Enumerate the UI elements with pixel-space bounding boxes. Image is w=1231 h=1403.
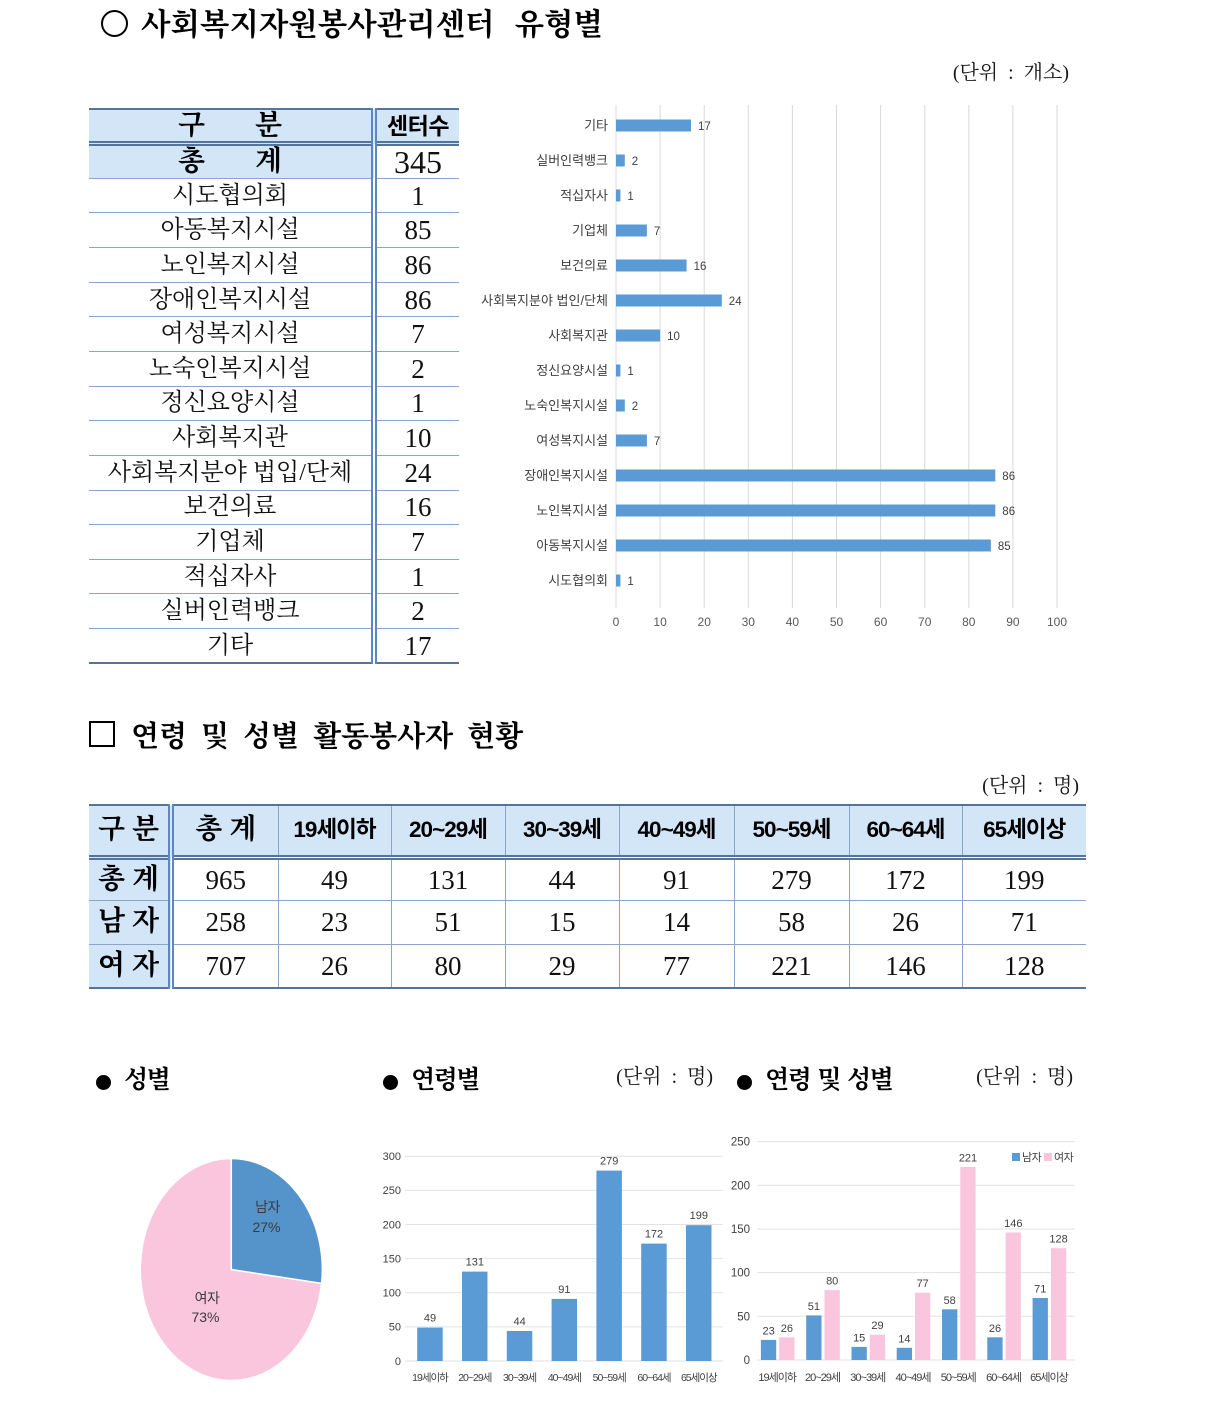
svg-text:2: 2 [632,156,638,168]
svg-text:30~39세: 30~39세 [850,1371,885,1384]
svg-text:200: 200 [383,1219,401,1231]
svg-text:60~64세: 60~64세 [637,1372,670,1384]
svg-text:시도협의회: 시도협의회 [548,573,608,588]
svg-text:250: 250 [731,1137,750,1149]
svg-text:65세이상: 65세이상 [681,1372,718,1384]
svg-text:80: 80 [962,615,976,629]
svg-text:27%: 27% [252,1219,280,1235]
svg-text:10: 10 [667,331,680,343]
svg-text:장애인복지시설: 장애인복지시설 [524,468,608,483]
svg-text:44: 44 [513,1316,525,1328]
svg-text:131: 131 [466,1257,484,1269]
svg-text:1: 1 [627,576,633,588]
svg-text:노인복지시설: 노인복지시설 [536,503,608,518]
svg-text:20~29세: 20~29세 [458,1372,491,1384]
svg-text:노숙인복지시설: 노숙인복지시설 [524,398,608,413]
svg-text:26: 26 [989,1323,1001,1335]
svg-text:80: 80 [826,1276,838,1288]
svg-text:86: 86 [1002,471,1015,483]
svg-text:50: 50 [737,1311,750,1323]
svg-text:보건의료: 보건의료 [560,258,608,273]
svg-text:남자: 남자 [1022,1151,1042,1164]
svg-text:150: 150 [731,1224,750,1236]
svg-text:16: 16 [694,261,707,273]
svg-text:73%: 73% [191,1309,219,1325]
svg-text:0: 0 [395,1356,401,1368]
svg-text:14: 14 [898,1333,910,1345]
svg-text:49: 49 [424,1313,436,1325]
svg-text:128: 128 [1049,1234,1067,1246]
svg-text:30: 30 [742,615,756,629]
svg-text:19세이하: 19세이하 [758,1370,796,1384]
svg-text:85: 85 [998,541,1011,553]
svg-text:199: 199 [690,1210,708,1222]
svg-text:65세이상: 65세이상 [1030,1371,1068,1384]
svg-text:100: 100 [383,1288,401,1300]
svg-text:51: 51 [808,1301,820,1313]
svg-text:23: 23 [762,1325,774,1337]
svg-text:50~59세: 50~59세 [941,1371,976,1384]
svg-text:221: 221 [959,1152,977,1164]
svg-text:정신요양시설: 정신요양시설 [536,363,608,378]
svg-text:26: 26 [781,1323,793,1335]
svg-text:91: 91 [558,1284,570,1296]
svg-text:29: 29 [871,1320,883,1332]
svg-text:아동복지시설: 아동복지시설 [536,538,608,553]
svg-text:10: 10 [653,615,667,629]
svg-text:0: 0 [744,1355,750,1367]
svg-text:100: 100 [731,1268,750,1280]
svg-text:사회복지분야 법인/단체: 사회복지분야 법인/단체 [481,293,608,308]
svg-text:17: 17 [698,121,711,133]
svg-text:여자: 여자 [195,1290,220,1306]
svg-text:250: 250 [383,1185,401,1197]
svg-text:1: 1 [627,366,633,378]
svg-text:146: 146 [1004,1218,1022,1230]
svg-text:40~49세: 40~49세 [548,1372,581,1384]
svg-text:86: 86 [1002,506,1015,518]
svg-text:90: 90 [1006,615,1020,629]
svg-text:19세이하: 19세이하 [412,1371,449,1384]
svg-text:여성복지시설: 여성복지시설 [536,433,608,448]
svg-text:300: 300 [383,1151,401,1163]
svg-text:200: 200 [731,1180,750,1192]
svg-text:279: 279 [600,1156,618,1168]
svg-text:7: 7 [654,226,660,238]
svg-text:172: 172 [645,1229,663,1241]
svg-text:여자: 여자 [1054,1151,1074,1164]
svg-text:150: 150 [383,1253,401,1265]
svg-text:71: 71 [1034,1284,1046,1296]
svg-text:40: 40 [786,615,800,629]
svg-text:20: 20 [698,615,712,629]
svg-text:2: 2 [632,401,638,413]
svg-text:20~29세: 20~29세 [805,1371,840,1384]
svg-text:60: 60 [874,615,888,629]
svg-text:15: 15 [853,1332,865,1344]
svg-text:30~39세: 30~39세 [503,1372,536,1384]
svg-text:남자: 남자 [255,1199,280,1215]
svg-text:100: 100 [1047,615,1067,629]
svg-text:적십자사: 적십자사 [560,188,608,203]
svg-text:77: 77 [917,1278,929,1290]
svg-text:60~64세: 60~64세 [986,1371,1021,1384]
svg-text:50: 50 [830,615,844,629]
svg-text:50~59세: 50~59세 [593,1372,626,1384]
svg-text:24: 24 [729,296,742,308]
svg-text:실버인력뱅크: 실버인력뱅크 [536,153,608,168]
svg-text:50: 50 [389,1322,401,1334]
svg-text:사회복지관: 사회복지관 [548,328,608,343]
svg-text:0: 0 [613,615,620,629]
svg-text:1: 1 [627,191,633,203]
svg-text:40~49세: 40~49세 [895,1371,930,1384]
svg-text:7: 7 [654,436,660,448]
svg-text:58: 58 [944,1295,956,1307]
svg-text:기타: 기타 [584,118,608,133]
svg-text:70: 70 [918,615,932,629]
svg-text:기업체: 기업체 [572,223,608,238]
